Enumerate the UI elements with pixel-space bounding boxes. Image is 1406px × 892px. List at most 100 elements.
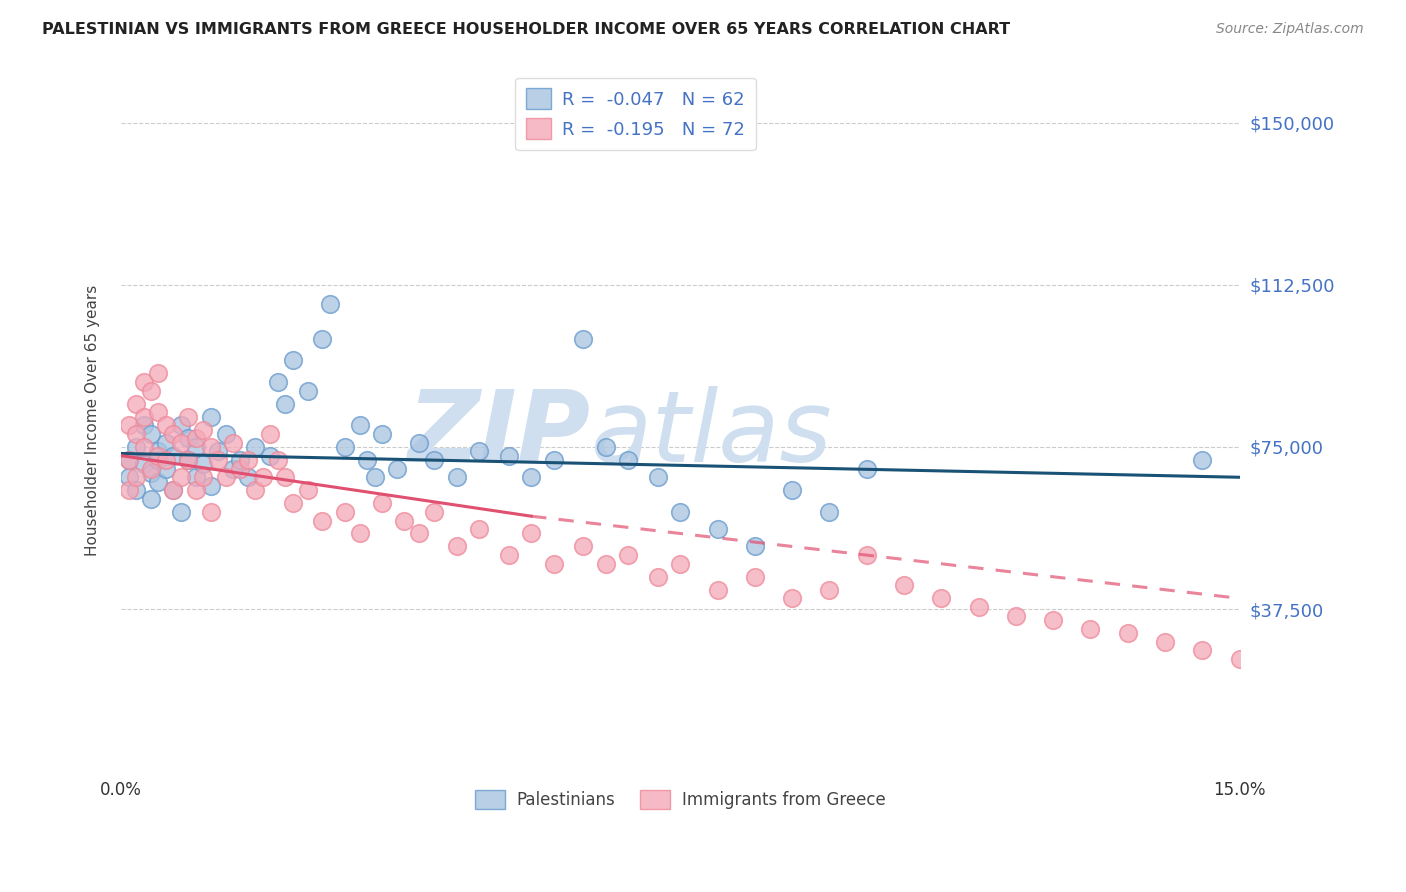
Point — [311, 332, 333, 346]
Point — [1191, 643, 1213, 657]
Point — [498, 548, 520, 562]
Point — [229, 453, 252, 467]
Point — [125, 397, 148, 411]
Point — [311, 514, 333, 528]
Point — [184, 470, 207, 484]
Point — [229, 461, 252, 475]
Point — [408, 435, 430, 450]
Point — [1005, 608, 1028, 623]
Point — [245, 483, 267, 498]
Point — [1116, 626, 1139, 640]
Point — [333, 505, 356, 519]
Point — [647, 470, 669, 484]
Point — [236, 453, 259, 467]
Point — [543, 557, 565, 571]
Point — [371, 427, 394, 442]
Point — [274, 470, 297, 484]
Point — [184, 440, 207, 454]
Point — [281, 496, 304, 510]
Point — [148, 475, 170, 489]
Point — [446, 470, 468, 484]
Point — [595, 440, 617, 454]
Point — [572, 540, 595, 554]
Point — [1154, 634, 1177, 648]
Point — [669, 557, 692, 571]
Point — [191, 423, 214, 437]
Point — [200, 479, 222, 493]
Point — [1229, 652, 1251, 666]
Point — [259, 449, 281, 463]
Point — [780, 591, 803, 606]
Text: PALESTINIAN VS IMMIGRANTS FROM GREECE HOUSEHOLDER INCOME OVER 65 YEARS CORRELATI: PALESTINIAN VS IMMIGRANTS FROM GREECE HO… — [42, 22, 1011, 37]
Point — [423, 453, 446, 467]
Point — [170, 435, 193, 450]
Point — [155, 435, 177, 450]
Point — [1191, 453, 1213, 467]
Point — [408, 526, 430, 541]
Point — [155, 461, 177, 475]
Point — [363, 470, 385, 484]
Point — [139, 427, 162, 442]
Text: atlas: atlas — [591, 385, 832, 483]
Point — [520, 470, 543, 484]
Point — [446, 540, 468, 554]
Point — [267, 375, 290, 389]
Point — [177, 453, 200, 467]
Point — [818, 505, 841, 519]
Point — [148, 367, 170, 381]
Point — [744, 570, 766, 584]
Point — [117, 418, 139, 433]
Point — [117, 470, 139, 484]
Point — [214, 470, 236, 484]
Text: Source: ZipAtlas.com: Source: ZipAtlas.com — [1216, 22, 1364, 37]
Point — [162, 427, 184, 442]
Point — [191, 470, 214, 484]
Point — [191, 457, 214, 471]
Point — [356, 453, 378, 467]
Point — [468, 522, 491, 536]
Point — [967, 600, 990, 615]
Point — [184, 483, 207, 498]
Point — [617, 548, 640, 562]
Point — [572, 332, 595, 346]
Point — [274, 397, 297, 411]
Point — [162, 483, 184, 498]
Point — [200, 409, 222, 424]
Point — [125, 440, 148, 454]
Point — [333, 440, 356, 454]
Point — [706, 522, 728, 536]
Point — [281, 353, 304, 368]
Point — [259, 427, 281, 442]
Point — [139, 384, 162, 398]
Point — [267, 453, 290, 467]
Point — [468, 444, 491, 458]
Point — [617, 453, 640, 467]
Point — [200, 440, 222, 454]
Point — [117, 453, 139, 467]
Point — [1042, 613, 1064, 627]
Point — [148, 405, 170, 419]
Point — [125, 427, 148, 442]
Point — [929, 591, 952, 606]
Point — [706, 582, 728, 597]
Point — [125, 483, 148, 498]
Point — [162, 483, 184, 498]
Point — [744, 540, 766, 554]
Point — [170, 470, 193, 484]
Point — [371, 496, 394, 510]
Point — [177, 431, 200, 445]
Point — [155, 453, 177, 467]
Point — [132, 440, 155, 454]
Point — [385, 461, 408, 475]
Text: ZIP: ZIP — [408, 385, 591, 483]
Point — [148, 449, 170, 463]
Point — [236, 470, 259, 484]
Point — [177, 453, 200, 467]
Point — [184, 431, 207, 445]
Point — [319, 297, 342, 311]
Point — [117, 453, 139, 467]
Point — [132, 418, 155, 433]
Point — [595, 557, 617, 571]
Point — [520, 526, 543, 541]
Point — [207, 453, 229, 467]
